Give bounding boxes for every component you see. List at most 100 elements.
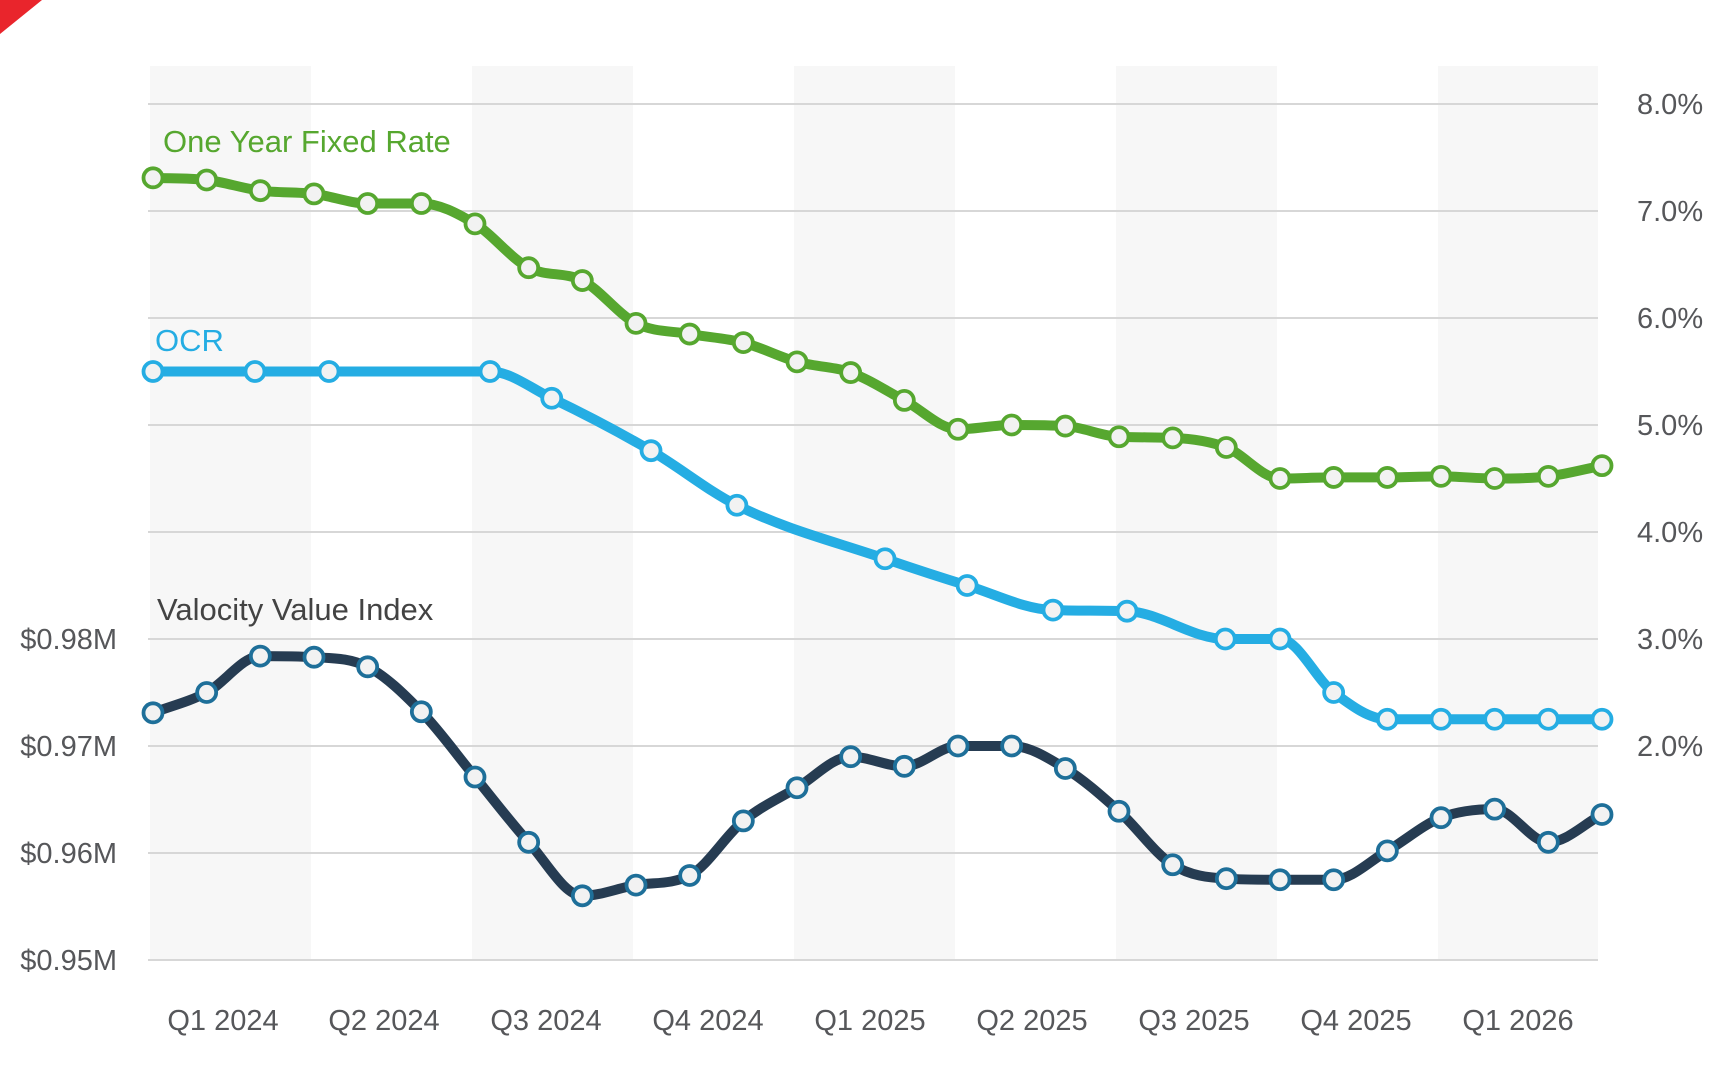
series-ocr-point[interactable] (1429, 707, 1453, 731)
series-ocr-point[interactable] (141, 360, 165, 383)
gridlines (148, 103, 1598, 961)
series-valocity-value-index-point[interactable] (1536, 830, 1560, 854)
series-valocity-value-index-point[interactable] (1053, 757, 1077, 780)
series-ocr-point[interactable] (1375, 707, 1399, 731)
series-valocity-value-index-point[interactable] (570, 884, 594, 908)
series-one-year-fixed-rate-point[interactable] (1429, 464, 1453, 488)
series-one-year-fixed-rate-point[interactable] (1375, 466, 1399, 489)
series-one-year-fixed-rate-point[interactable] (1214, 436, 1238, 459)
series-valocity-value-index-point[interactable] (731, 809, 755, 833)
series-ocr-point[interactable] (1322, 681, 1346, 704)
series-one-year-fixed-rate-point[interactable] (141, 166, 165, 190)
series-ocr-point[interactable] (317, 360, 341, 383)
series-ocr-point[interactable] (1268, 627, 1292, 651)
series-one-year-fixed-rate-point[interactable] (785, 350, 809, 374)
series-valocity-value-index-point[interactable] (624, 873, 648, 897)
series-ocr-point[interactable] (478, 360, 502, 383)
series-valocity-value-index-point[interactable] (839, 745, 863, 769)
series-one-year-fixed-rate-point[interactable] (302, 182, 326, 206)
series-valocity-value-index (141, 644, 1614, 908)
series-valocity-value-index-point[interactable] (1161, 853, 1185, 877)
series-valocity-value-index-point[interactable] (1268, 868, 1292, 892)
y-left-tick-label: $0.95M (20, 945, 117, 977)
series-one-year-fixed-rate-point[interactable] (1483, 467, 1507, 490)
series-valocity-value-index-point[interactable] (1214, 867, 1238, 891)
series-one-year-fixed-rate-point[interactable] (946, 417, 970, 441)
series-one-year-fixed-rate-point[interactable] (1107, 425, 1131, 449)
y-right-tick-label: 6.0% (1637, 303, 1703, 335)
x-tick-label: Q2 2025 (976, 1005, 1087, 1037)
series-one-year-fixed-rate-point[interactable] (195, 168, 219, 192)
series-valocity-value-index-point[interactable] (409, 700, 433, 724)
series-valocity-value-index-point[interactable] (1483, 797, 1507, 821)
series-one-year-fixed-rate-point[interactable] (1161, 426, 1185, 450)
series-ocr-point[interactable] (1483, 707, 1507, 731)
series-valocity-value-index-point[interactable] (302, 645, 326, 669)
series-one-year-fixed-rate-point[interactable] (409, 192, 433, 215)
series-ocr-point[interactable] (1536, 707, 1560, 731)
series-one-year-fixed-rate-point[interactable] (1053, 414, 1077, 438)
x-tick-label: Q4 2024 (652, 1005, 763, 1037)
quarter-band (472, 66, 633, 960)
x-tick-label: Q4 2025 (1300, 1005, 1411, 1037)
x-tick-label: Q1 2024 (167, 1005, 278, 1037)
series-valocity-value-index-point[interactable] (517, 830, 541, 854)
quarter-band (1116, 66, 1277, 960)
series-valocity-value-index-point[interactable] (946, 734, 970, 758)
series-valocity-value-index-point[interactable] (1590, 803, 1614, 826)
series-one-year-fixed-rate-point[interactable] (1000, 413, 1024, 437)
series-one-year-fixed-rate-point[interactable] (356, 192, 380, 215)
series-one-year-fixed-rate-point[interactable] (839, 361, 863, 384)
series-ocr-point[interactable] (873, 547, 897, 571)
series-ocr-point[interactable] (540, 386, 564, 410)
series-valocity-value-index-point[interactable] (678, 864, 702, 887)
series-one-year-fixed-rate-line (148, 172, 1607, 484)
series-ocr-point[interactable] (243, 360, 267, 383)
x-tick-label: Q1 2025 (814, 1005, 925, 1037)
series-one-year-fixed-rate-point[interactable] (463, 212, 487, 236)
one-year-fixed-rate-label: One Year Fixed Rate (163, 124, 451, 159)
series-one-year-fixed-rate-point[interactable] (731, 331, 755, 355)
corner-mark (0, 0, 42, 34)
series-one-year-fixed-rate-point[interactable] (1322, 466, 1346, 489)
series-one-year-fixed-rate-point[interactable] (1268, 467, 1292, 490)
series-ocr-point[interactable] (725, 493, 749, 517)
series-one-year-fixed-rate-point[interactable] (248, 179, 272, 203)
series-ocr-point[interactable] (1041, 598, 1065, 622)
series-one-year-fixed-rate-point[interactable] (570, 269, 594, 292)
quarter-band (794, 66, 955, 960)
series-valocity-value-index-point[interactable] (356, 655, 380, 679)
series-valocity-value-index-point[interactable] (1429, 806, 1453, 830)
series-ocr-line (148, 366, 1607, 725)
series-ocr-point[interactable] (1115, 599, 1139, 623)
y-right-tick-label: 3.0% (1637, 624, 1703, 656)
series-valocity-value-index-point[interactable] (1375, 839, 1399, 863)
series-one-year-fixed-rate-point[interactable] (1590, 454, 1614, 478)
series-ocr-point[interactable] (955, 574, 979, 597)
series-one-year-fixed-rate-point[interactable] (517, 256, 541, 280)
series-valocity-value-index-point[interactable] (892, 754, 916, 778)
y-right-tick-label: 8.0% (1637, 89, 1703, 121)
series-valocity-value-index-point[interactable] (463, 765, 487, 789)
series-valocity-value-index-point[interactable] (248, 644, 272, 668)
series-valocity-value-index-point[interactable] (1322, 868, 1346, 892)
series-valocity-value-index-point[interactable] (195, 681, 219, 704)
series-ocr (141, 360, 1614, 731)
series-ocr-point[interactable] (639, 439, 663, 463)
series-one-year-fixed-rate-point[interactable] (624, 311, 648, 335)
valocity-value-index-label: Valocity Value Index (157, 592, 434, 627)
series-one-year-fixed-rate-point[interactable] (892, 388, 916, 412)
series-valocity-value-index-point[interactable] (141, 701, 165, 725)
series-ocr-point[interactable] (1590, 707, 1614, 731)
y-left-tick-label: $0.98M (20, 624, 117, 656)
series-one-year-fixed-rate-point[interactable] (1536, 464, 1560, 488)
y-left-tick-label: $0.97M (20, 731, 117, 763)
series-valocity-value-index-point[interactable] (1107, 799, 1131, 823)
series-one-year-fixed-rate-point[interactable] (678, 322, 702, 346)
series-valocity-value-index-point[interactable] (785, 776, 809, 800)
series-valocity-value-index-point[interactable] (1000, 734, 1024, 758)
y-right-tick-label: 7.0% (1637, 196, 1703, 228)
series-ocr-point[interactable] (1213, 627, 1237, 651)
